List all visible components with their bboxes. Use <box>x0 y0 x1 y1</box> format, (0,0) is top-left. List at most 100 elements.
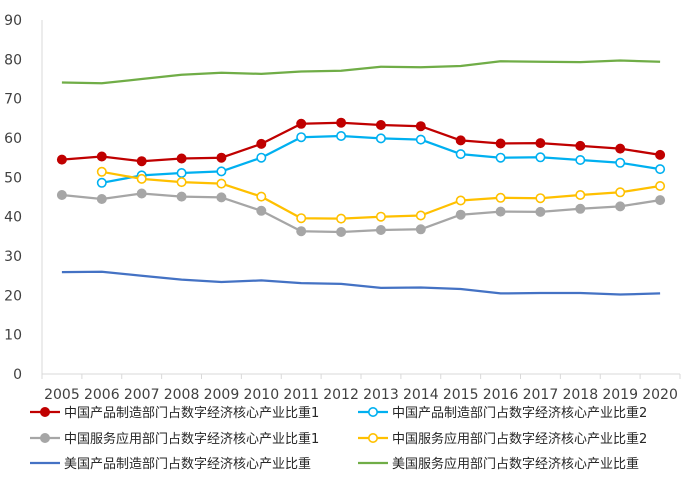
data-point <box>375 225 386 236</box>
legend-item: 美国服务应用部门占数字经济核心产业比重 <box>358 456 639 472</box>
data-point <box>256 205 267 216</box>
data-point <box>615 157 626 168</box>
data-point <box>296 213 307 224</box>
data-point <box>415 134 426 145</box>
series-line <box>61 121 661 163</box>
data-point <box>336 213 347 224</box>
y-tick-label: 20 <box>4 288 22 304</box>
x-tick-label: 2006 <box>84 387 120 403</box>
data-point <box>296 226 307 237</box>
data-point <box>336 117 347 128</box>
legend: 中国产品制造部门占数字经济核心产业比重1 中国产品制造部门占数字经济核心产业比重2… <box>30 405 647 472</box>
data-point <box>615 201 626 212</box>
legend-item: 中国服务应用部门占数字经济核心产业比重2 <box>358 431 647 447</box>
x-tick-label: 2019 <box>602 387 638 403</box>
data-point <box>96 177 107 188</box>
series-2 <box>96 131 666 188</box>
data-point <box>216 178 227 189</box>
data-point <box>136 156 147 167</box>
data-point <box>136 173 147 184</box>
data-point <box>296 132 307 143</box>
data-point <box>655 164 666 175</box>
legend-item: 美国产品制造部门占数字经济核心产业比重 <box>30 456 311 472</box>
data-point <box>216 166 227 177</box>
data-point <box>176 168 187 179</box>
y-tick-label: 60 <box>4 131 22 147</box>
data-point <box>495 152 506 163</box>
x-tick-label: 2018 <box>562 387 598 403</box>
data-point <box>495 206 506 217</box>
y-tick-label: 0 <box>13 367 22 383</box>
legend-swatch-marker <box>367 432 378 443</box>
data-point <box>136 188 147 199</box>
x-tick-label: 2020 <box>642 387 678 403</box>
y-tick-label: 40 <box>4 210 22 226</box>
legend-label: 美国产品制造部门占数字经济核心产业比重 <box>64 456 311 472</box>
data-point <box>375 211 386 222</box>
data-point <box>375 120 386 131</box>
x-tick-label: 2012 <box>323 387 359 403</box>
x-tick-label: 2007 <box>124 387 160 403</box>
legend-swatch-marker <box>39 406 50 417</box>
data-point <box>495 138 506 149</box>
x-tick-label: 2011 <box>283 387 319 403</box>
series-5 <box>61 270 661 296</box>
data-point <box>415 210 426 221</box>
data-point <box>655 181 666 192</box>
x-tick-label: 2015 <box>443 387 479 403</box>
data-point <box>415 121 426 132</box>
legend-label: 中国产品制造部门占数字经济核心产业比重1 <box>64 405 319 421</box>
y-tick-label: 30 <box>4 249 22 265</box>
series-1 <box>56 117 666 167</box>
legend-label: 中国产品制造部门占数字经济核心产业比重2 <box>392 405 647 421</box>
y-tick-label: 70 <box>4 92 22 108</box>
data-point <box>455 195 466 206</box>
series-layer <box>56 59 666 296</box>
data-point <box>575 155 586 166</box>
data-point <box>176 191 187 202</box>
legend-item: 中国产品制造部门占数字经济核心产业比重1 <box>30 405 319 421</box>
x-tick-label: 2017 <box>523 387 559 403</box>
y-tick-label: 50 <box>4 170 22 186</box>
data-point <box>256 191 267 202</box>
series-4 <box>96 166 666 224</box>
data-point <box>96 166 107 177</box>
data-point <box>336 227 347 238</box>
y-tick-label: 90 <box>4 13 22 29</box>
data-point <box>375 133 386 144</box>
x-tick-label: 2005 <box>44 387 80 403</box>
data-point <box>535 206 546 217</box>
data-point <box>176 153 187 164</box>
x-tick-label: 2008 <box>164 387 200 403</box>
data-point <box>615 143 626 154</box>
data-point <box>575 140 586 151</box>
legend-swatch-marker <box>39 432 50 443</box>
data-point <box>535 152 546 163</box>
series-line <box>61 192 661 234</box>
data-point <box>56 190 67 201</box>
data-point <box>535 193 546 204</box>
data-point <box>655 149 666 160</box>
data-point <box>415 224 426 235</box>
x-tick-label: 2016 <box>483 387 519 403</box>
legend-item: 中国服务应用部门占数字经济核心产业比重1 <box>30 431 319 447</box>
series-6 <box>61 59 661 85</box>
data-point <box>256 152 267 163</box>
data-point <box>296 118 307 129</box>
x-tick-label: 2009 <box>204 387 240 403</box>
data-point <box>96 151 107 162</box>
data-point <box>256 138 267 149</box>
data-point <box>535 138 546 149</box>
x-tick-label: 2010 <box>243 387 279 403</box>
x-tick-label: 2013 <box>363 387 399 403</box>
legend-label: 中国服务应用部门占数字经济核心产业比重1 <box>64 431 319 447</box>
x-tick-label: 2014 <box>403 387 439 403</box>
data-point <box>495 192 506 203</box>
series-line <box>61 270 661 296</box>
data-point <box>216 192 227 203</box>
y-tick-label: 80 <box>4 52 22 68</box>
data-point <box>455 135 466 146</box>
data-point <box>56 154 67 165</box>
